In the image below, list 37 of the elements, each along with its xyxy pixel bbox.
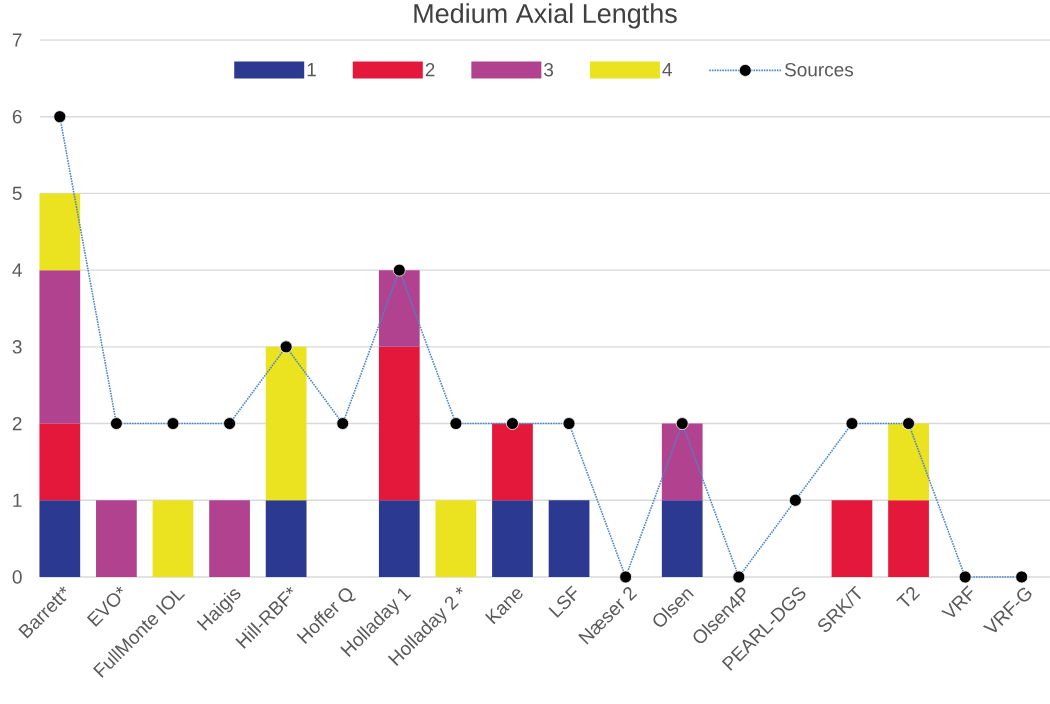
chart-title: Medium Axial Lengths	[414, 3, 677, 29]
y-tick-label: 5	[12, 186, 22, 201]
bar	[39, 270, 81, 424]
legend-label: Sources	[784, 62, 854, 77]
y-tick-label: 0	[12, 570, 22, 584]
x-tick-label: VRF	[941, 585, 973, 618]
bar	[548, 500, 590, 577]
bar	[378, 500, 420, 577]
bar	[96, 500, 137, 577]
y-tick-label: 3	[12, 340, 22, 354]
legend-label: 3	[544, 62, 554, 77]
y-tick-label: 1	[13, 493, 22, 507]
legend-label: 4	[662, 63, 672, 77]
bar	[265, 500, 307, 577]
x-tick-label: T2	[896, 587, 921, 607]
bar	[492, 500, 533, 577]
bar	[39, 193, 81, 271]
y-tick-label: 6	[12, 109, 22, 124]
bar	[209, 500, 250, 577]
legend-label: 1	[307, 63, 316, 77]
bar	[661, 423, 703, 501]
bar	[831, 500, 873, 577]
bar	[888, 423, 929, 501]
bar	[661, 500, 703, 577]
bar	[152, 500, 194, 577]
bar	[378, 270, 420, 347]
bar	[39, 500, 81, 577]
bar	[378, 346, 420, 501]
bar	[492, 423, 533, 501]
legend-label: 2	[425, 62, 435, 77]
y-tick-label: 4	[12, 263, 22, 277]
bar	[39, 423, 81, 501]
y-tick-label: 7	[12, 33, 22, 47]
bar	[888, 500, 929, 577]
bar	[435, 500, 477, 577]
y-tick-label: 2	[12, 416, 22, 431]
bar	[265, 346, 307, 501]
